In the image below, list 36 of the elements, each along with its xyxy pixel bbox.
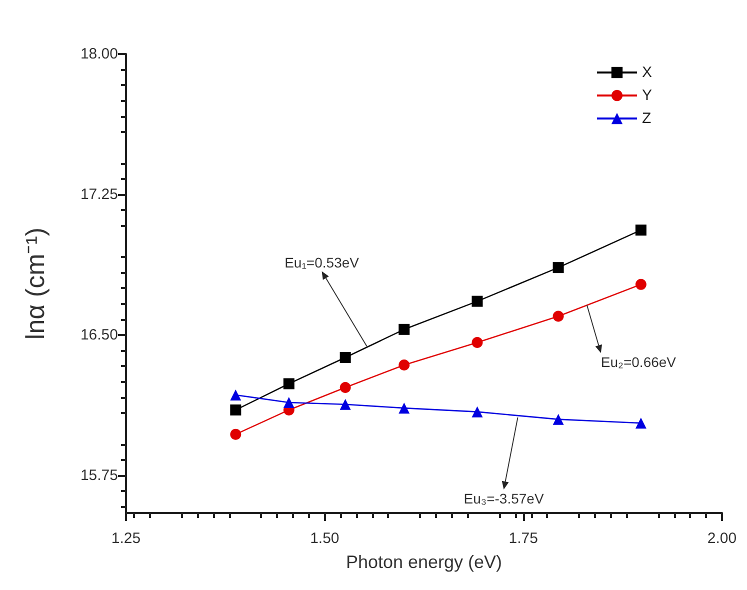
annotation: Eu₃=-3.57eV [464, 490, 544, 506]
x-tick-label: 1.75 [508, 530, 538, 547]
point [398, 360, 410, 370]
point [472, 337, 483, 348]
point [340, 352, 351, 363]
point [635, 418, 646, 429]
point [552, 310, 564, 322]
point [472, 406, 483, 418]
point [340, 382, 351, 393]
x-tick-label: 1.50 [310, 530, 340, 547]
legend-label: Y [642, 87, 652, 104]
point [552, 414, 564, 425]
y-tick-label: 16.50 [80, 326, 118, 344]
annotation: Eu₂=0.66eV [600, 354, 677, 370]
y-tick-label: 15.75 [80, 467, 118, 484]
point [472, 296, 483, 307]
y-tick-label: 18.00 [80, 46, 118, 62]
annotation: Eu₁=0.53eV [284, 254, 360, 270]
point [398, 324, 410, 335]
point [340, 398, 351, 410]
y-tick-label: 17.25 [80, 186, 118, 204]
point [552, 262, 564, 274]
point [283, 396, 294, 408]
point [283, 378, 294, 390]
y-axis-title: lnα (cm⁻¹) [20, 227, 50, 340]
x-axis-title: Photon energy (eV) [346, 552, 502, 572]
point [398, 402, 410, 414]
point [230, 404, 242, 416]
point [230, 389, 242, 400]
legend-label: X [642, 64, 652, 81]
legend-label: Z [642, 110, 652, 127]
point [230, 428, 242, 440]
point [635, 278, 646, 290]
x-tick-label: 2.00 [707, 530, 737, 547]
point [635, 224, 646, 236]
x-tick-label: 1.25 [111, 530, 141, 547]
